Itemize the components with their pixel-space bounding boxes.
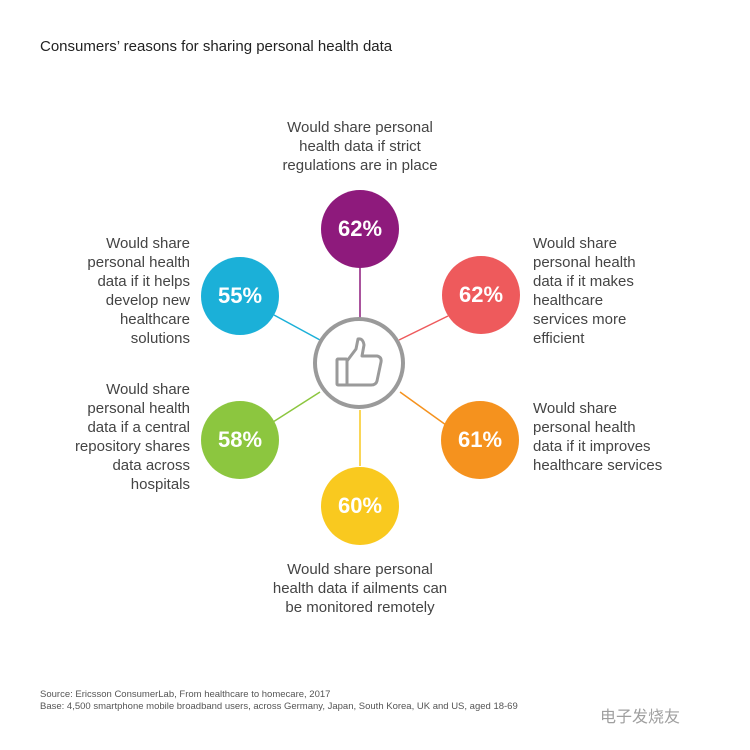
base-note: Base: 4,500 smartphone mobile broadband … xyxy=(40,701,518,712)
percent-value: 55% xyxy=(217,283,263,308)
watermark-logo: 电子发烧友 xyxy=(600,709,681,726)
center-circle xyxy=(313,317,405,409)
percent-value: 61% xyxy=(457,427,503,452)
percent-value: 58% xyxy=(217,427,263,452)
source-footer: Source: Ericsson ConsumerLab, From healt… xyxy=(40,689,518,713)
percent-value: 60% xyxy=(337,493,383,518)
percent-bubble-regulations: 62% xyxy=(321,190,399,268)
connector-line-improves xyxy=(399,391,447,426)
percent-bubble-repository: 58% xyxy=(201,401,279,479)
percent-value: 62% xyxy=(458,282,504,307)
reason-label-ailments: Would share personal health data if ailm… xyxy=(272,561,448,616)
source-note: Source: Ericsson ConsumerLab, From healt… xyxy=(40,689,331,700)
percent-bubble-solutions: 55% xyxy=(201,257,279,335)
page-title: Consumers’ reasons for sharing personal … xyxy=(40,38,393,55)
percent-bubble-ailments: 60% xyxy=(321,467,399,545)
reason-label-improves: Would share personal health data if it i… xyxy=(533,400,663,474)
reason-label-efficient: Would share personal health data if it m… xyxy=(533,235,636,347)
percent-bubble-improves: 61% xyxy=(441,401,519,479)
reason-label-repository: Would share personal health data if a ce… xyxy=(74,381,190,493)
connector-line-efficient xyxy=(398,315,449,341)
thumbs-up-icon xyxy=(335,337,383,387)
percent-value: 62% xyxy=(337,216,383,241)
reason-label-regulations: Would share personal health data if stri… xyxy=(282,119,438,174)
connector-line-solutions xyxy=(273,314,321,341)
reason-label-solutions: Would share personal health data if it h… xyxy=(87,235,190,347)
percent-bubble-efficient: 62% xyxy=(442,256,520,334)
connector-line-repository xyxy=(272,391,321,423)
